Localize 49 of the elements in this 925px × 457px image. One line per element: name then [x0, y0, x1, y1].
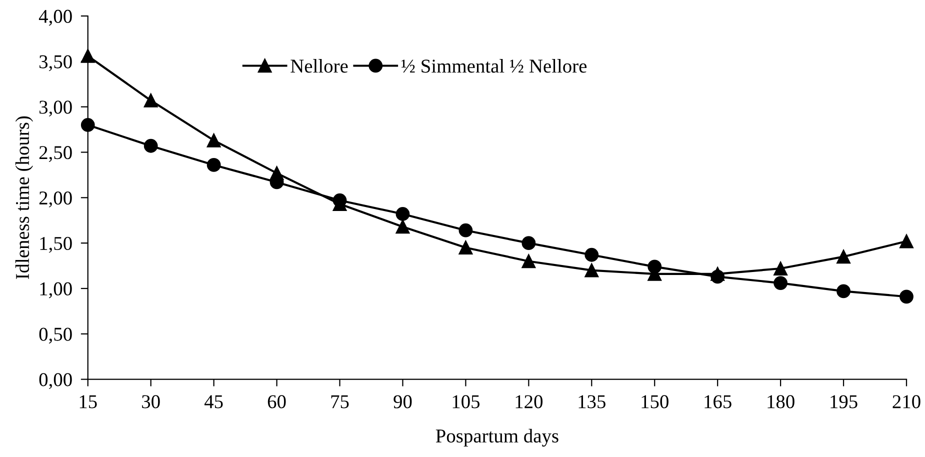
x-tick-label: 90: [394, 395, 412, 408]
point: [836, 250, 850, 264]
point: [710, 267, 725, 281]
x-tick-label: 45: [204, 395, 223, 408]
y-tick-label: 0,50: [39, 328, 72, 344]
x-tick-label: 30: [142, 395, 160, 408]
x-axis-title: Pospartum days: [436, 428, 558, 447]
point: [206, 158, 221, 172]
y-tick-label: 2,50: [39, 146, 72, 162]
point: [836, 284, 850, 298]
x-tick-label: 210: [892, 395, 920, 408]
x-tick-label: 120: [516, 395, 543, 408]
x-tick-label: 150: [642, 395, 668, 408]
point: [396, 220, 410, 234]
x-tick-label: 75: [331, 395, 349, 408]
legend-label: ½ Simmental ½ Nellore: [402, 59, 587, 73]
legend-label: Nellore: [290, 59, 348, 73]
y-tick-label: 3,50: [40, 55, 72, 72]
y-tick-label: 1,50: [40, 236, 72, 253]
y-tick-label: 3,00: [40, 100, 72, 117]
x-tick-label: 195: [830, 395, 858, 408]
y-tick-label: 1,00: [40, 282, 72, 298]
x-tick-label: 180: [768, 395, 794, 408]
point: [144, 94, 158, 108]
x-tick-label: 15: [80, 395, 97, 408]
x-tick-label: 165: [704, 395, 732, 408]
point: [80, 49, 95, 63]
point: [396, 207, 410, 221]
point: [774, 262, 788, 276]
y-tick-label: 2,00: [39, 191, 72, 208]
point: [144, 138, 158, 153]
y-tick-label: 4,00: [38, 10, 72, 26]
point: [584, 263, 599, 278]
point: [522, 254, 536, 268]
y-tick-label: 0,00: [39, 373, 72, 390]
x-tick-label: 135: [578, 395, 606, 408]
point: [900, 290, 914, 304]
point: [774, 276, 788, 290]
point: [900, 234, 914, 248]
point: [458, 240, 473, 255]
x-tick-label: 60: [268, 395, 286, 408]
point: [206, 133, 221, 148]
y-axis-title: Idleness time (hours): [15, 116, 34, 280]
point: [80, 118, 95, 132]
point: [584, 248, 599, 262]
point: [458, 223, 473, 238]
x-tick-label: 105: [452, 395, 480, 408]
point: [270, 166, 284, 180]
point: [522, 236, 536, 250]
